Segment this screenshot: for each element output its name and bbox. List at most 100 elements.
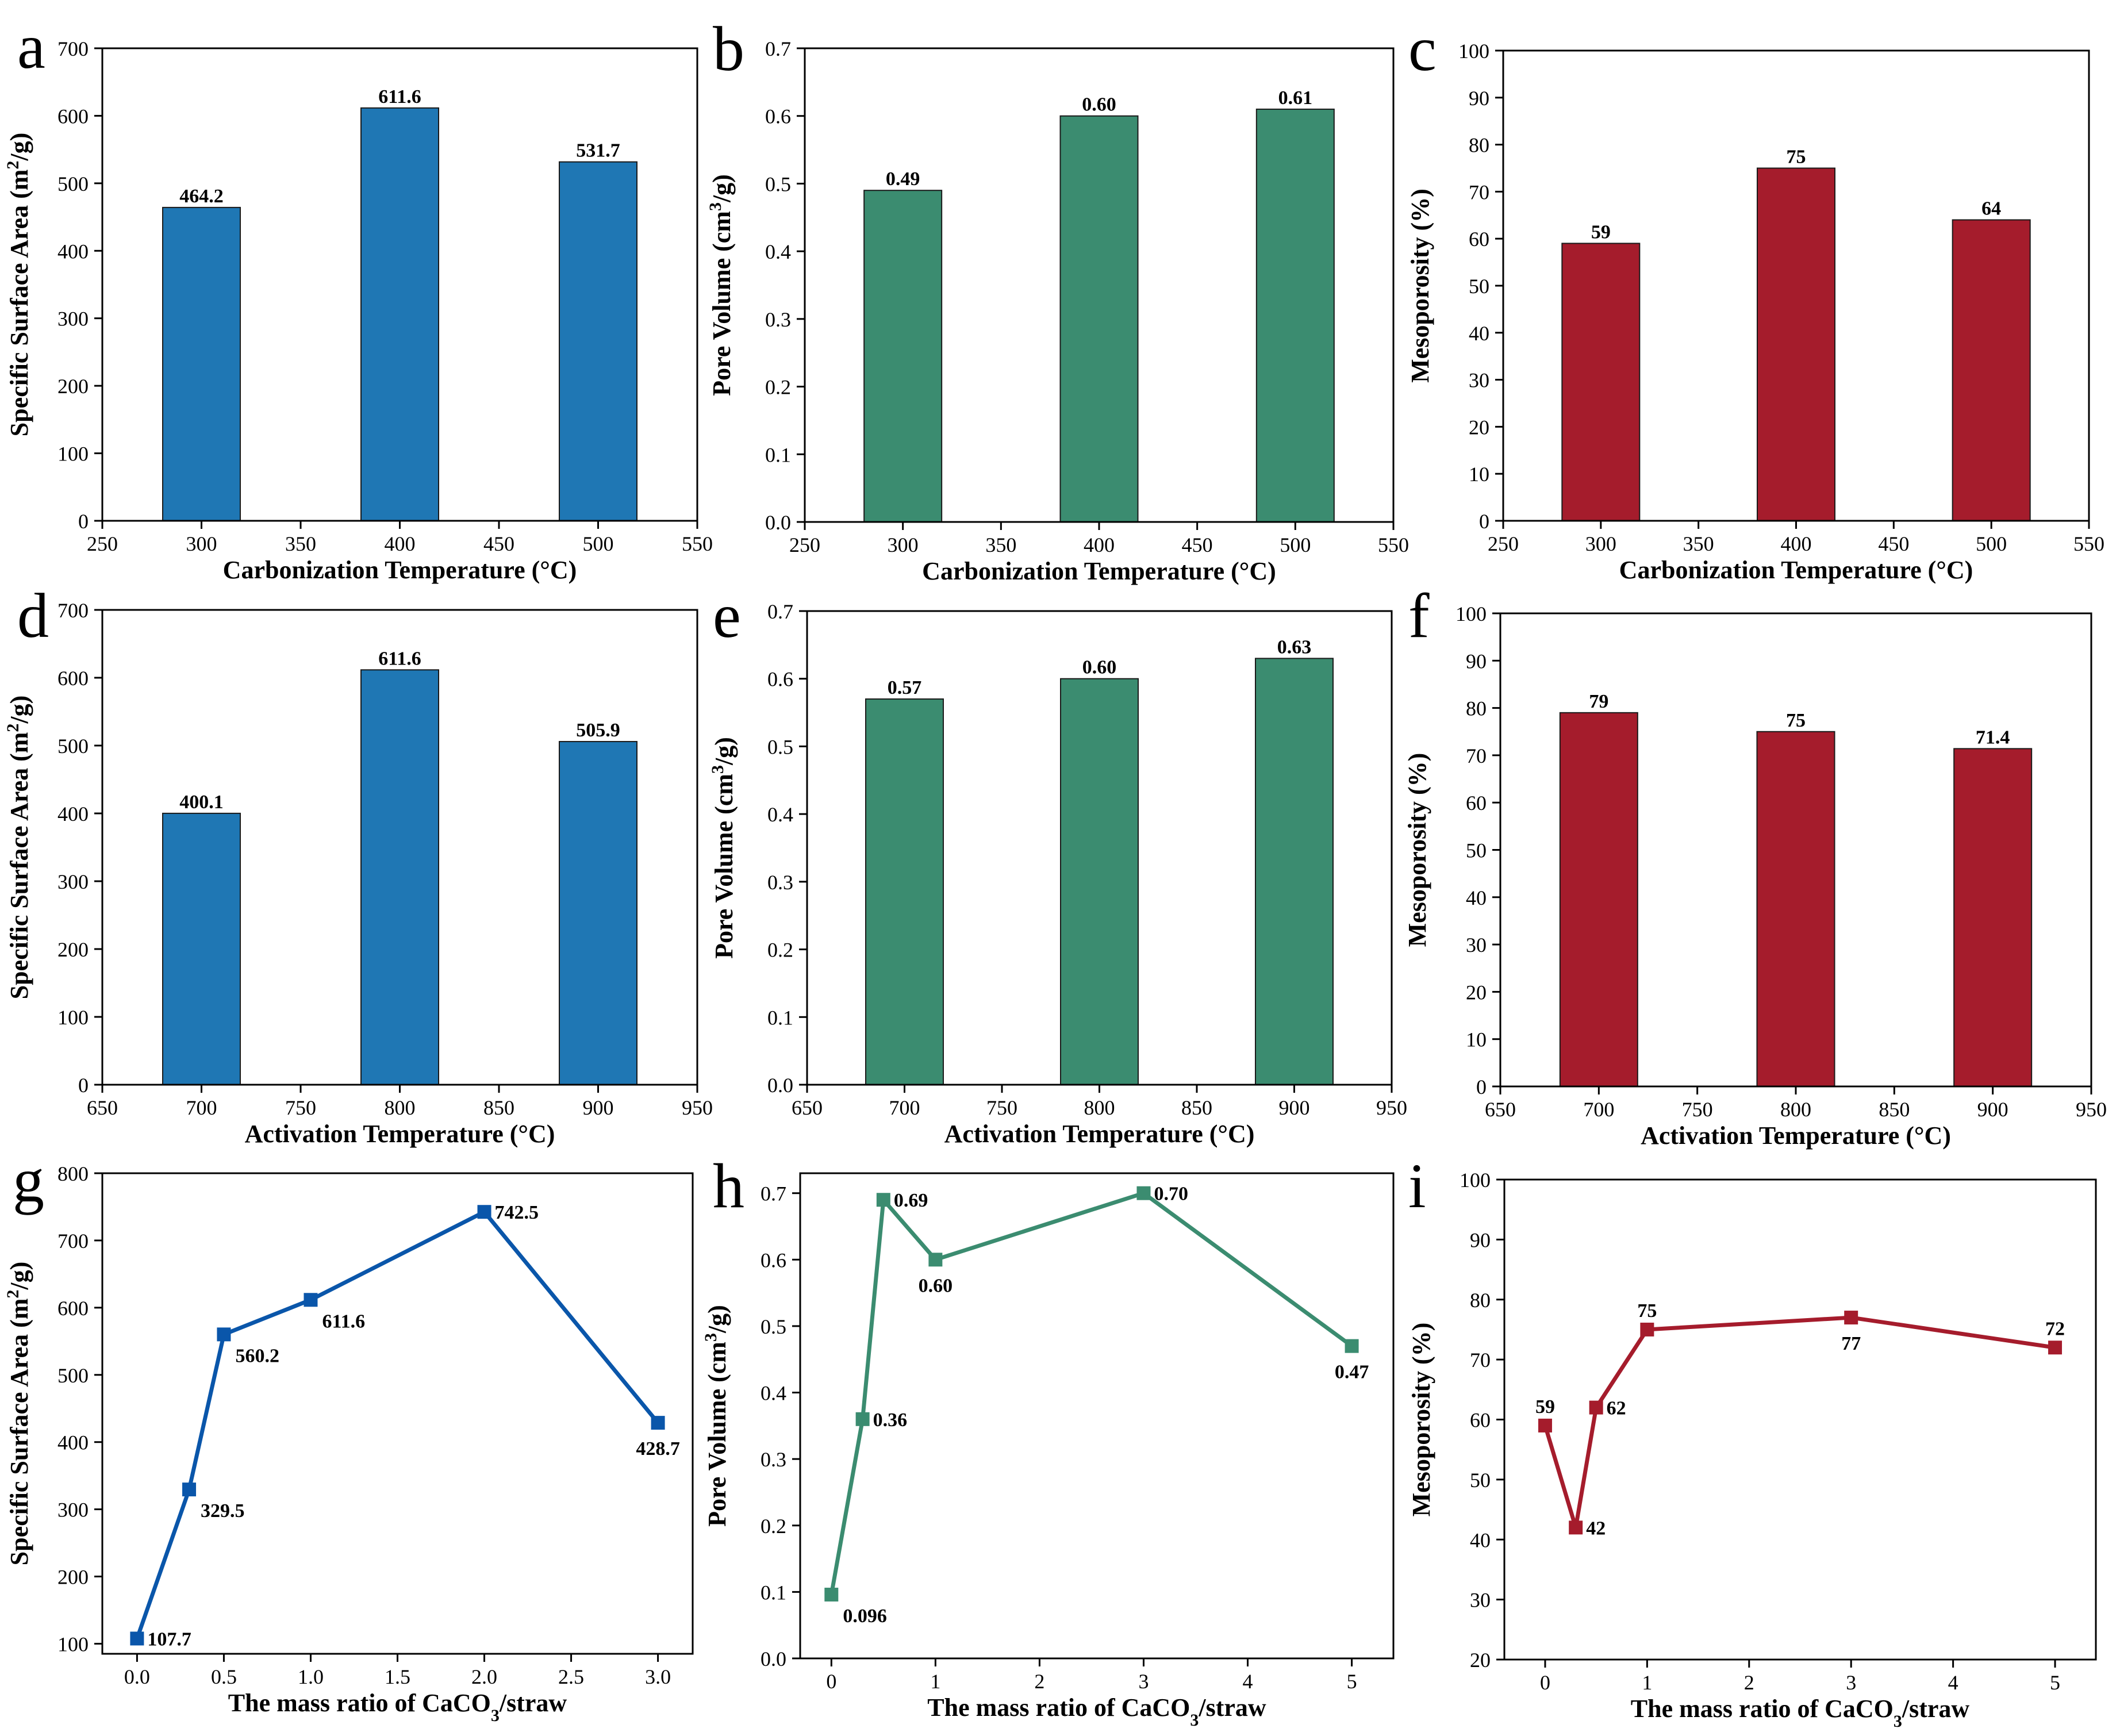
marker-h-4 <box>1136 1186 1151 1200</box>
data-label-a-300: 464.2 <box>179 186 224 207</box>
y-tick-label-c-10: 100 <box>1458 40 1489 63</box>
x-tick-label-d-6: 950 <box>682 1096 713 1119</box>
x-tick-label-c-0: 250 <box>1488 532 1519 555</box>
x-tick-label-b-6: 550 <box>1378 533 1409 556</box>
y-axis-title-b-text: Pore Volume (cm <box>708 211 736 396</box>
x-axis-title-g-text-end: /straw <box>499 1689 567 1717</box>
y-tick-label-b-1: 0.1 <box>765 443 791 466</box>
y-axis-title-a-sup: 2 <box>3 161 22 170</box>
y-tick-label-b-6: 0.6 <box>765 105 791 128</box>
x-tick-label-g-2: 1.0 <box>298 1665 324 1688</box>
x-tick-label-i-3: 3 <box>1846 1671 1856 1694</box>
y-axis-title-a-text: Specific Surface Area (m <box>5 170 33 437</box>
x-tick-label-f-1: 700 <box>1583 1098 1614 1121</box>
y-tick-label-f-1: 10 <box>1466 1028 1487 1051</box>
x-tick-label-f-5: 900 <box>1977 1098 2008 1121</box>
y-tick-label-i-5: 70 <box>1470 1349 1491 1372</box>
y-tick-label-b-5: 0.5 <box>765 172 791 195</box>
x-tick-label-i-5: 5 <box>2050 1671 2060 1694</box>
y-tick-label-f-2: 20 <box>1466 981 1487 1004</box>
x-tick-label-e-1: 700 <box>889 1096 920 1119</box>
panel-b: b 0.49 0.60 0.61 250 300 350 400 450 500 550 0.0 0.1… <box>706 14 1410 585</box>
y-tick-label-b-4: 0.4 <box>765 240 791 263</box>
y-tick-label-a-5: 500 <box>57 172 89 195</box>
y-axis-title-a-text-end: /g) <box>5 133 33 162</box>
x-axis-title-g-text: The mass ratio of CaCO <box>228 1689 491 1717</box>
x-tick-label-b-4: 450 <box>1182 533 1213 556</box>
y-tick-label-b-2: 0.2 <box>765 376 791 399</box>
x-tick-label-d-2: 750 <box>285 1096 316 1119</box>
data-label-e-900: 0.63 <box>1277 636 1312 658</box>
y-tick-label-h-6: 0.6 <box>761 1249 786 1272</box>
data-label-g-2: 560.2 <box>235 1345 279 1366</box>
x-tick-label-c-1: 300 <box>1585 532 1616 555</box>
data-label-e-800: 0.60 <box>1082 657 1117 678</box>
marker-h-2 <box>876 1193 890 1207</box>
x-axis-title-d: Activation Temperature (°C) <box>245 1120 555 1148</box>
y-tick-label-e-0: 0.0 <box>767 1074 793 1097</box>
y-tick-label-a-1: 100 <box>57 443 89 466</box>
y-axis-title-h-text: Pore Volume (cm <box>703 1342 731 1527</box>
x-tick-label-b-5: 500 <box>1280 533 1311 556</box>
x-tick-label-b-1: 300 <box>888 533 919 556</box>
bar-b-500 <box>1255 108 1335 523</box>
x-axis-title-i: The mass ratio of CaCO3/straw <box>1631 1695 1970 1731</box>
x-tick-label-a-1: 300 <box>186 532 217 555</box>
x-tick-label-i-2: 2 <box>1744 1671 1754 1694</box>
series-line-g <box>135 1209 660 1639</box>
y-tick-label-e-7: 0.7 <box>767 600 793 623</box>
x-axis-title-a: Carbonization Temperature (°C) <box>223 556 577 584</box>
y-tick-label-i-2: 40 <box>1470 1528 1491 1551</box>
panel-letter-f: f <box>1408 581 1430 651</box>
panel-letter-i: i <box>1408 1151 1426 1221</box>
data-label-g-4: 742.5 <box>495 1202 539 1223</box>
y-tick-label-d-4: 400 <box>57 802 89 825</box>
y-tick-label-g-5: 600 <box>57 1297 89 1320</box>
y-tick-label-d-5: 500 <box>57 735 89 758</box>
y-axis-title-e-sup: 3 <box>708 765 727 774</box>
x-tick-label-c-6: 550 <box>2073 532 2104 555</box>
y-tick-label-g-0: 100 <box>57 1633 89 1656</box>
data-label-f-800: 75 <box>1786 710 1806 731</box>
x-axis-title-h-text: The mass ratio of CaCO <box>927 1693 1190 1722</box>
y-axis-title-b-text-end: /g) <box>708 174 736 203</box>
data-label-b-300: 0.49 <box>886 168 920 190</box>
data-label-i-5: 72 <box>2045 1318 2065 1339</box>
panel-a: a 464.2 611.6 531.7 250 300 350 400 450 500 550 0 10… <box>3 11 713 584</box>
x-tick-label-a-3: 400 <box>385 532 416 555</box>
bar-a-500 <box>559 161 637 522</box>
y-tick-label-f-9: 90 <box>1466 650 1487 673</box>
y-tick-label-i-7: 90 <box>1470 1228 1491 1251</box>
y-axis-title-g-text: Specific Surface Area (m <box>5 1299 33 1566</box>
data-label-g-0: 107.7 <box>147 1629 191 1650</box>
bar-f-900 <box>1953 748 2033 1088</box>
x-tick-label-f-3: 800 <box>1780 1098 1811 1121</box>
marker-i-5 <box>2048 1341 2063 1355</box>
y-tick-label-c-0: 0 <box>1479 510 1489 533</box>
bar-b-400 <box>1059 115 1139 523</box>
x-axis-title-c: Carbonization Temperature (°C) <box>1619 556 1973 584</box>
y-axis-title-g-text-end: /g) <box>5 1262 33 1291</box>
data-label-i-3: 75 <box>1637 1300 1657 1322</box>
marker-i-4 <box>1844 1311 1858 1325</box>
bar-a-300 <box>162 206 241 522</box>
data-label-d-700: 400.1 <box>179 792 224 813</box>
bar-a-400 <box>360 107 439 521</box>
x-axis-title-h-sub: 3 <box>1190 1711 1199 1730</box>
y-tick-label-g-3: 400 <box>57 1431 89 1454</box>
data-label-a-500: 531.7 <box>576 140 620 162</box>
y-tick-label-a-6: 600 <box>57 105 89 128</box>
x-tick-label-i-0: 0 <box>1540 1671 1550 1694</box>
data-label-i-0: 59 <box>1535 1396 1555 1418</box>
y-tick-label-c-1: 10 <box>1469 463 1489 486</box>
y-axis-title-f: Mesoporosity (%) <box>1403 753 1431 947</box>
y-tick-label-c-8: 80 <box>1469 134 1489 157</box>
y-axis-title-d: Specific Surface Area (m2/g) <box>3 696 34 1000</box>
bar-d-900 <box>559 741 637 1085</box>
data-label-g-3: 611.6 <box>322 1311 365 1332</box>
bar-f-700 <box>1559 712 1638 1087</box>
y-tick-label-d-2: 200 <box>57 938 89 961</box>
data-label-i-1: 42 <box>1586 1518 1606 1539</box>
bar-e-700 <box>865 698 944 1085</box>
x-tick-label-e-5: 900 <box>1279 1096 1310 1119</box>
